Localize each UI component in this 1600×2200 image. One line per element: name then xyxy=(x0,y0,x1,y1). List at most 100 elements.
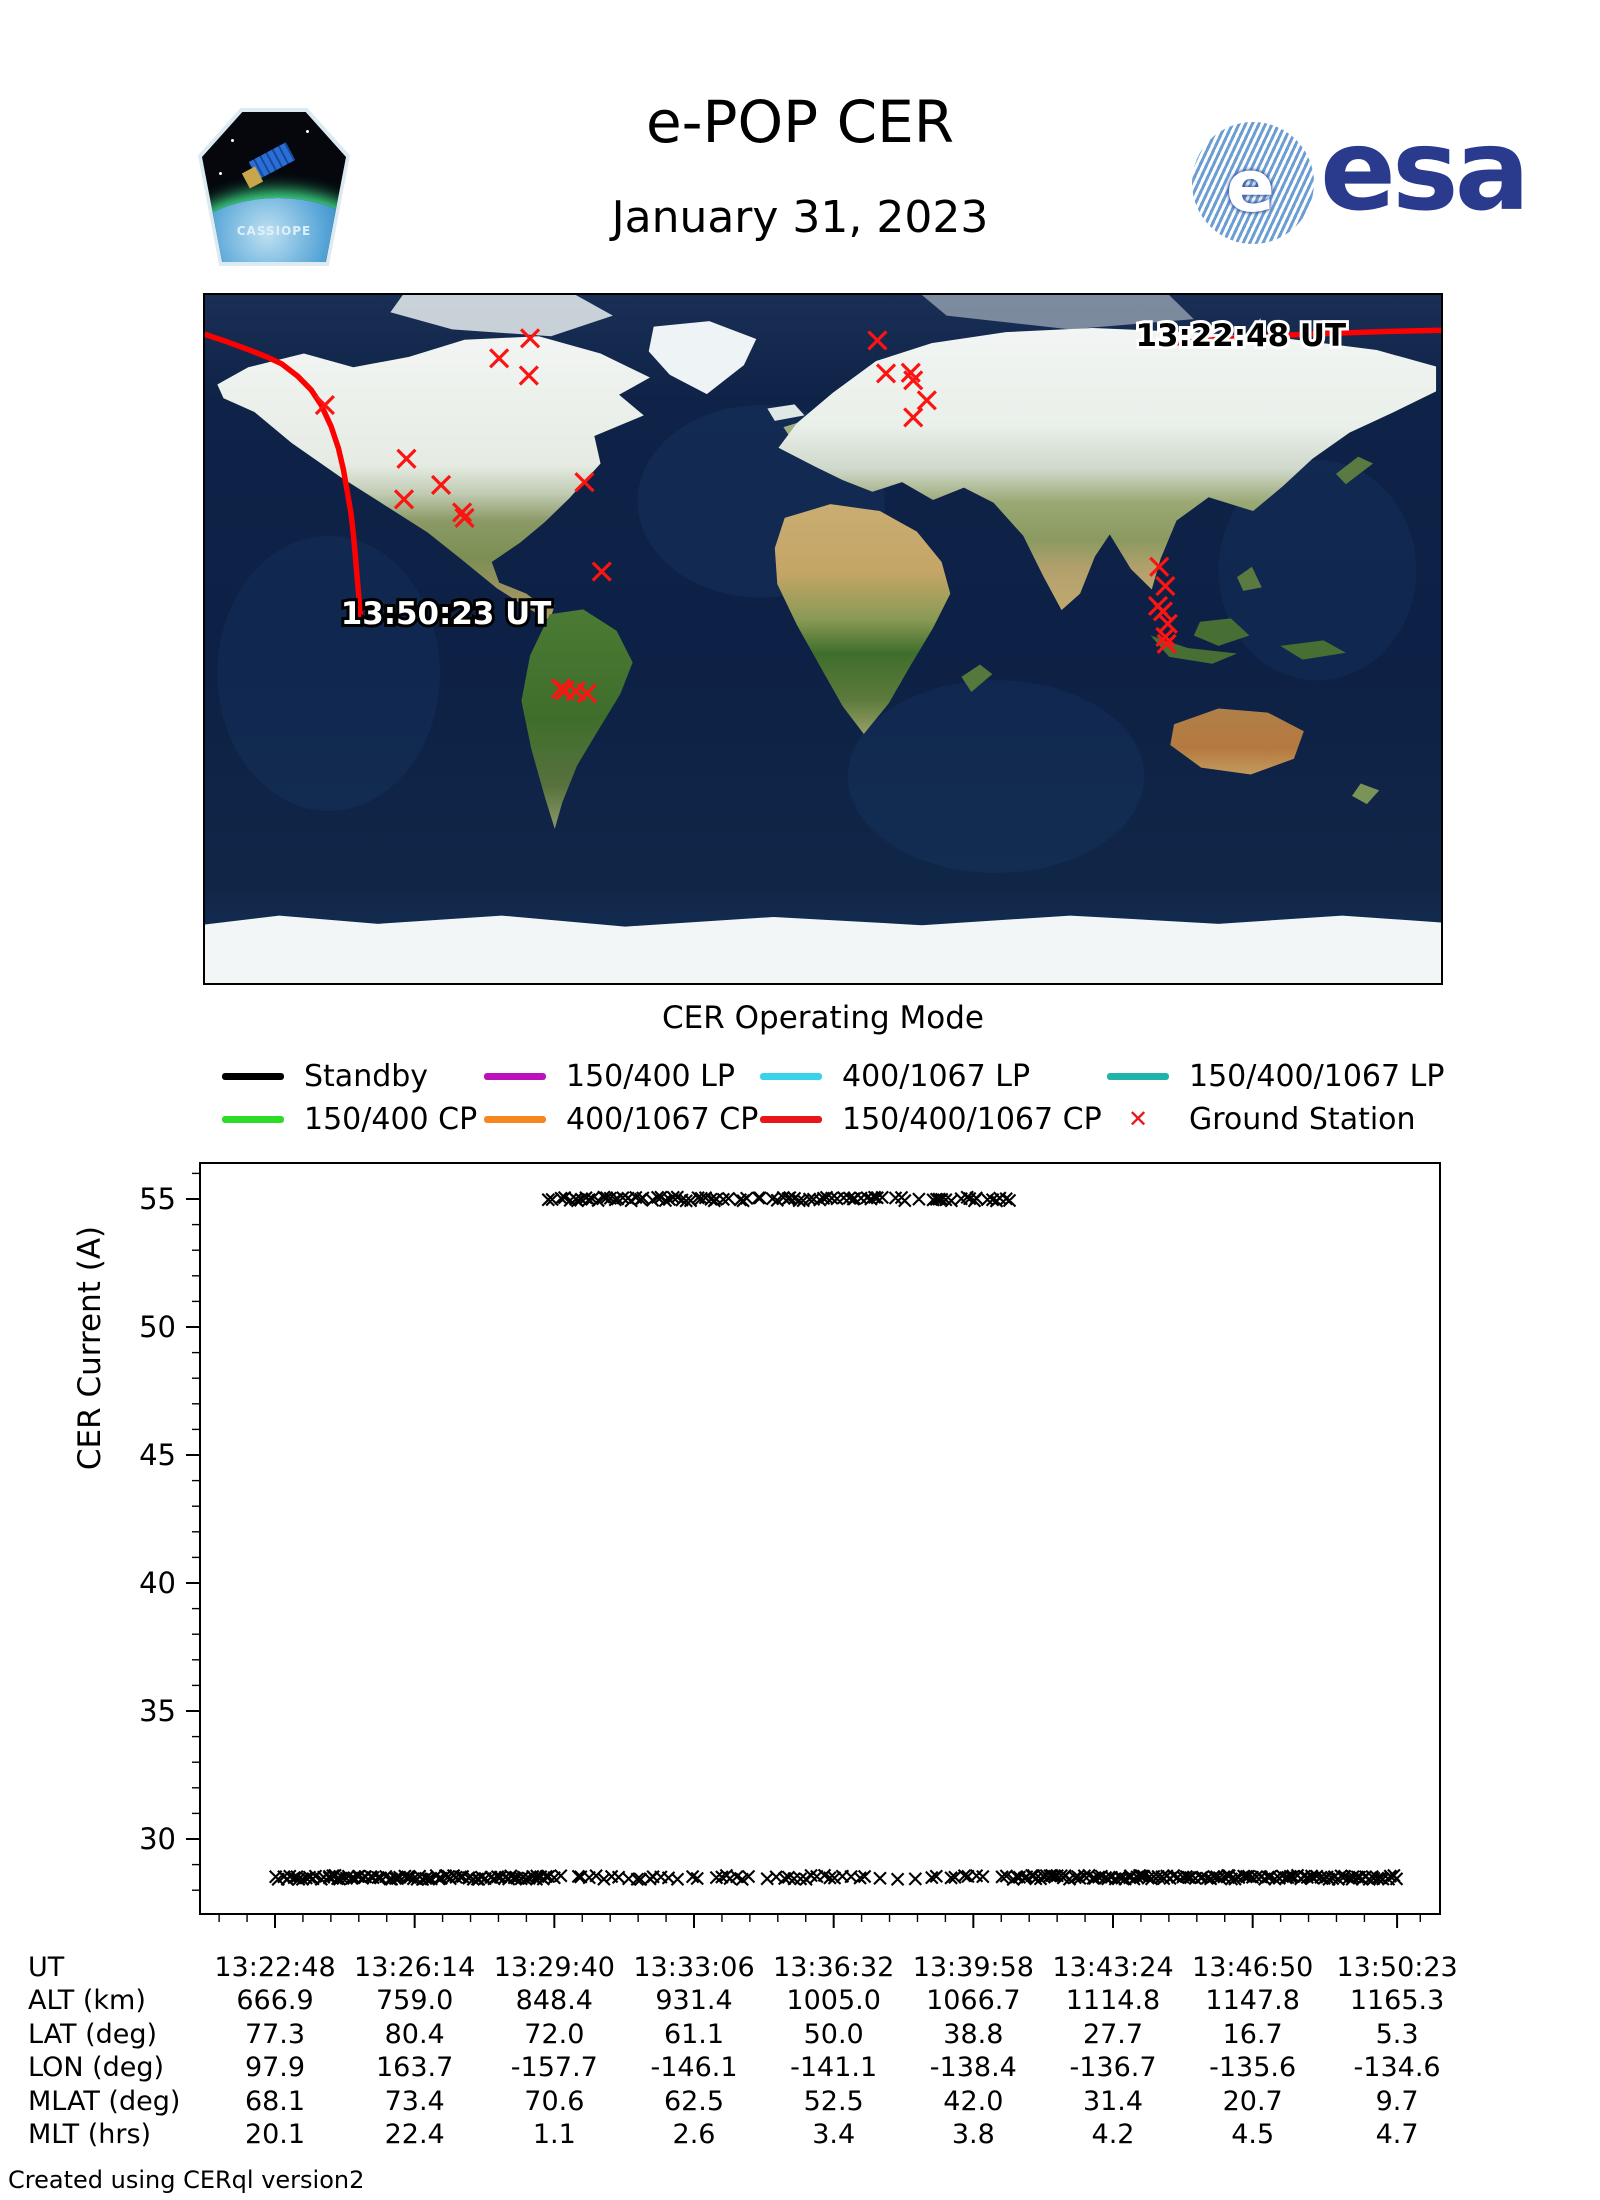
track-start-time-label: 13:22:48 UT xyxy=(1135,318,1346,354)
table-cell: 20.7 xyxy=(1222,2085,1283,2117)
ground-station-marker xyxy=(519,328,541,349)
ground-station-marker xyxy=(454,507,475,528)
table-cell: 1066.7 xyxy=(926,1985,1021,2017)
table-cell: 13:26:14 xyxy=(354,1952,476,1983)
legend-line-swatch xyxy=(222,1115,284,1123)
legend-item: Standby xyxy=(222,1056,428,1096)
legend-item: 150/400 CP xyxy=(222,1099,477,1139)
table-cell: -134.6 xyxy=(1353,2052,1441,2084)
table-cell: 73.4 xyxy=(384,2085,445,2117)
ground-station-marker xyxy=(875,363,897,384)
cer-current-plot: 0.530 0.535 0.540 0.545 0.550 0.555 xyxy=(140,1162,1441,1928)
esa-e-icon: e xyxy=(1226,144,1275,228)
table-cell: 13:29:40 xyxy=(493,1952,615,1983)
ground-station-marker xyxy=(1152,601,1173,622)
legend-line-swatch xyxy=(484,1115,546,1123)
legend-item-label: 150/400/1067 LP xyxy=(1189,1058,1445,1094)
page-date: January 31, 2023 xyxy=(611,192,989,243)
ground-station-marker xyxy=(1155,575,1176,597)
continent-australia xyxy=(1170,708,1304,775)
ground-station-marker xyxy=(430,474,452,495)
y-tick-label: 0.535 xyxy=(140,1694,176,1728)
plot-frame xyxy=(199,1162,1441,1915)
esa-logo: e esa xyxy=(1192,106,1530,248)
table-row: LAT (deg) 77.3 80.4 72.0 61.1 50.0 38.8 27.7 16.… xyxy=(0,2019,1600,2052)
y-tick-label: 0.555 xyxy=(140,1182,176,1216)
table-cell: 13:46:50 xyxy=(1192,1952,1314,1983)
table-cell: 3.4 xyxy=(812,2119,856,2150)
table-cell: 1114.8 xyxy=(1065,1985,1161,2017)
table-cell: 68.1 xyxy=(244,2085,306,2117)
table-cell: 13:22:48 xyxy=(214,1952,336,1983)
table-cell: 61.1 xyxy=(663,2018,725,2050)
table-cell: 13:50:23 xyxy=(1336,1952,1458,1983)
legend-item-label: Standby xyxy=(304,1058,429,1094)
table-cell: 22.4 xyxy=(384,2119,445,2150)
page-title: e-POP CER xyxy=(645,88,955,156)
table-cell: 62.5 xyxy=(663,2085,725,2117)
table-row-label: UT xyxy=(28,1952,65,1983)
ground-station-marker xyxy=(916,390,937,411)
ground-station-marker xyxy=(576,683,598,704)
table-cell: 4.7 xyxy=(1375,2119,1419,2150)
table-cell: -146.1 xyxy=(650,2052,738,2084)
table-cell: 759.0 xyxy=(376,1985,454,2017)
table-cell: 52.5 xyxy=(803,2085,864,2117)
table-cell: 848.4 xyxy=(515,1985,593,2017)
table-row-label: ALT (km) xyxy=(28,1985,146,2017)
y-axis-label: CER Current (A) xyxy=(72,1225,108,1471)
table-cell: 77.3 xyxy=(244,2018,306,2050)
legend-item: 400/1067 LP xyxy=(760,1056,1030,1096)
legend-item-label: 150/400 CP xyxy=(304,1101,478,1137)
legend-line-swatch xyxy=(1107,1072,1169,1080)
table-cell: 31.4 xyxy=(1082,2085,1144,2117)
table-cell: 27.7 xyxy=(1082,2018,1144,2050)
legend-item-label: 150/400 LP xyxy=(566,1058,735,1094)
table-row: UT 13:22:48 13:26:14 13:29:40 13:33:06 13:36:… xyxy=(0,1952,1600,1985)
continent-antarctica xyxy=(205,915,1441,983)
table-row-label: LAT (deg) xyxy=(28,2018,158,2050)
table-cell: 5.3 xyxy=(1375,2018,1419,2050)
ground-station-marker xyxy=(1156,633,1177,654)
credit-text: Created using CERql version2 xyxy=(8,2166,365,2194)
table-cell: 13:36:32 xyxy=(773,1952,895,1983)
scatter-band-standby-current-band xyxy=(268,1868,1404,1887)
table-cell: 1005.0 xyxy=(786,1985,881,2017)
ground-track-end-segment xyxy=(205,331,364,620)
legend-item: 400/1067 CP xyxy=(484,1099,758,1139)
map-base-svg xyxy=(205,295,1441,983)
ground-station-marker xyxy=(903,407,924,428)
legend-item: 150/400/1067 LP xyxy=(1107,1056,1444,1096)
table-cell: 50.0 xyxy=(803,2018,864,2050)
table-cell: -136.7 xyxy=(1069,2052,1157,2084)
ground-station-marker xyxy=(314,395,335,416)
table-row: MLT (hrs) 20.1 22.4 1.1 2.6 3.4 3.8 4.2 4.5 4.7 xyxy=(0,2119,1600,2152)
table-cell: -135.6 xyxy=(1209,2052,1297,2084)
legend-line-swatch xyxy=(222,1072,284,1080)
table-cell: 20.1 xyxy=(244,2119,306,2150)
legend-line-swatch xyxy=(484,1072,546,1080)
table-cell: 666.9 xyxy=(236,1985,314,2017)
world-map: 13:22:48 UT 13:50:23 UT xyxy=(203,293,1443,985)
ground-track-start-segment xyxy=(1156,327,1441,348)
continent-africa xyxy=(774,504,951,734)
y-tick-label: 0.550 xyxy=(140,1310,176,1344)
ground-station-marker xyxy=(396,448,417,469)
table-cell: 4.5 xyxy=(1231,2119,1275,2150)
table-cell: 1.1 xyxy=(532,2119,576,2150)
table-cell: 4.2 xyxy=(1091,2119,1135,2150)
table-cell: 13:39:58 xyxy=(912,1952,1034,1983)
table-row-label: LON (deg) xyxy=(28,2052,165,2084)
map-overlay-svg: 13:22:48 UT 13:50:23 UT xyxy=(205,315,1441,704)
table-cell: 80.4 xyxy=(384,2018,445,2050)
ground-station-x-icon: ✕ xyxy=(1127,1105,1149,1133)
legend-item-label: Ground Station xyxy=(1189,1101,1416,1137)
star-icon xyxy=(219,172,223,175)
legend-title: CER Operating Mode xyxy=(662,1000,984,1036)
cassiope-logo-text: CASSIOPE xyxy=(236,224,312,238)
y-tick-label: 0.545 xyxy=(140,1438,176,1472)
ground-station-marker xyxy=(1149,556,1170,577)
table-cell: -157.7 xyxy=(510,2052,598,2084)
cassiope-patch-art: CASSIOPE xyxy=(202,112,346,262)
